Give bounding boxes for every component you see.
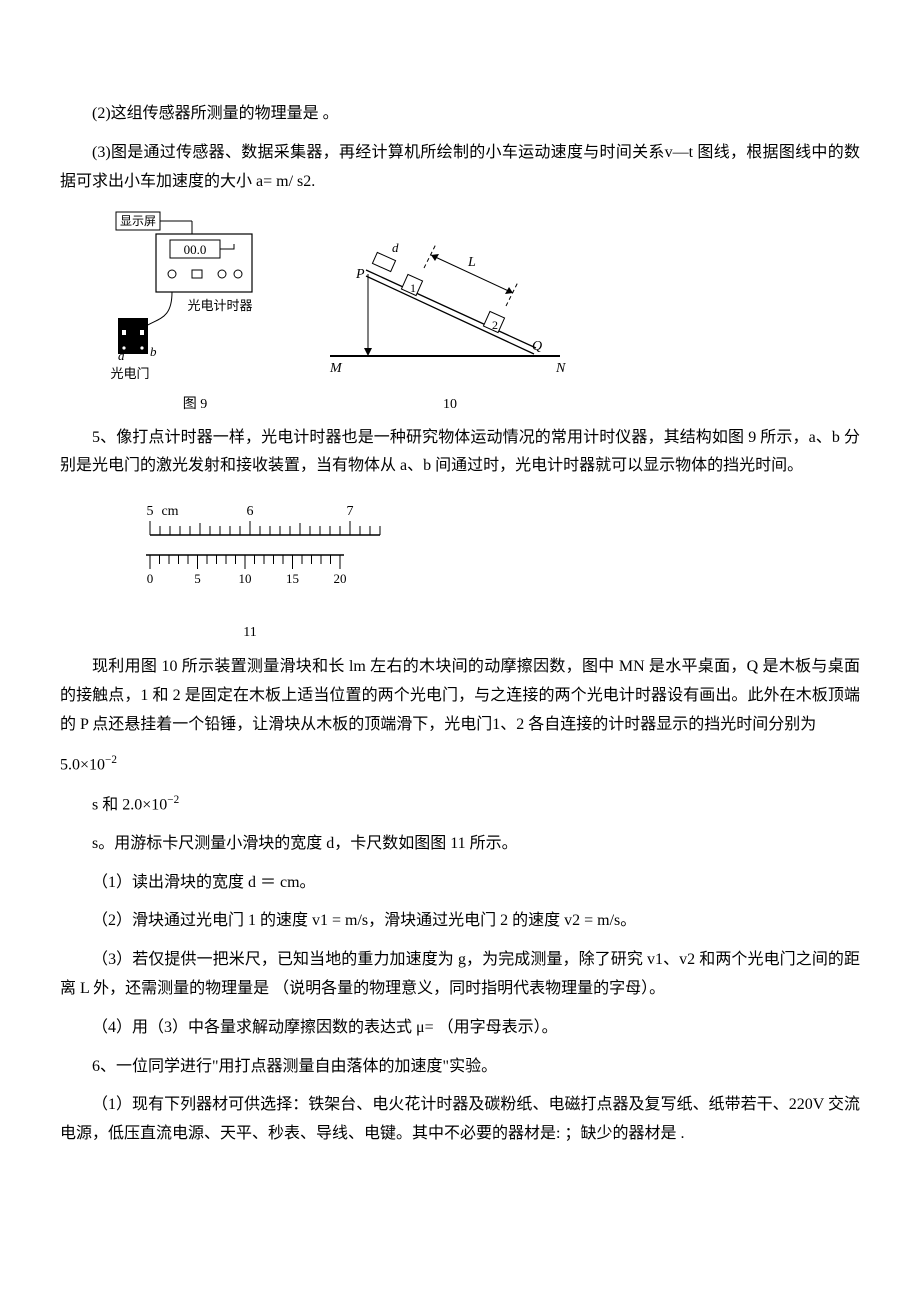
svg-text:光电门: 光电门	[110, 366, 149, 381]
figure-10: M N P Q 1 2 d L	[320, 228, 580, 417]
paragraph-4b: 5.0×10−2	[60, 750, 860, 780]
exp-1: −2	[105, 754, 117, 766]
svg-text:N: N	[555, 361, 566, 376]
svg-text:L: L	[467, 255, 476, 270]
svg-text:7: 7	[347, 504, 354, 519]
value-t2: s 和 2.0×10	[92, 796, 167, 813]
svg-text:a: a	[118, 348, 125, 363]
question-1: （1）读出滑块的宽度 d ＝ cm。	[60, 869, 860, 898]
figure-10-svg: M N P Q 1 2 d L	[320, 228, 580, 388]
paragraph-6: 6、一位同学进行"用打点器测量自由落体的加速度"实验。	[60, 1053, 860, 1082]
paragraph-2: (2)这组传感器所测量的物理量是 。	[60, 100, 860, 129]
exp-2: −2	[167, 794, 179, 806]
svg-text:15: 15	[286, 571, 299, 586]
svg-text:0: 0	[147, 571, 154, 586]
svg-text:b: b	[150, 344, 157, 359]
paragraph-3: (3)图是通过传感器、数据采集器，再经计算机所绘制的小车运动速度与时间关系v—t…	[60, 139, 860, 197]
svg-text:6: 6	[247, 504, 254, 519]
figure-11: 5 cm 6 7 0 5 10 15 20 11	[120, 495, 860, 645]
question-3: （3）若仅提供一把米尺，已知当地的重力加速度为 g，为完成测量，除了研究 v1、…	[60, 946, 860, 1004]
svg-text:cm: cm	[161, 504, 178, 519]
svg-text:显示屏: 显示屏	[120, 214, 156, 228]
svg-text:10: 10	[239, 571, 252, 586]
svg-text:光电计时器: 光电计时器	[187, 298, 252, 313]
svg-text:5: 5	[194, 571, 201, 586]
svg-text:d: d	[392, 240, 399, 255]
svg-text:5: 5	[147, 504, 154, 519]
paragraph-5b: s。用游标卡尺测量小滑块的宽度 d，卡尺数如图图 11 所示。	[60, 830, 860, 859]
svg-text:Q: Q	[532, 339, 542, 354]
question-6-1: （1）现有下列器材可供选择：铁架台、电火花计时器及碳粉纸、电磁打点器及复写纸、纸…	[60, 1091, 860, 1149]
paragraph-4a: 现利用图 10 所示装置测量滑块和长 lm 左右的木块间的动摩擦因数，图中 MN…	[60, 653, 860, 739]
svg-text:2: 2	[492, 318, 498, 332]
svg-text:P: P	[355, 267, 365, 282]
figure-9-svg: 显示屏 00.0 光电计时器	[100, 208, 290, 388]
svg-text:1: 1	[410, 281, 416, 295]
figure-11-caption: 11	[120, 620, 380, 645]
figure-9-caption: 图 9	[183, 392, 208, 417]
figure-10-caption: 10	[443, 392, 457, 417]
question-4: （4）用（3）中各量求解动摩擦因数的表达式 μ= （用字母表示）。	[60, 1014, 860, 1043]
svg-text:00.0: 00.0	[184, 242, 207, 257]
paragraph-5: 5、像打点计时器一样，光电计时器也是一种研究物体运动情况的常用计时仪器，其结构如…	[60, 424, 860, 482]
figure-9: 显示屏 00.0 光电计时器	[100, 208, 290, 417]
svg-text:20: 20	[334, 571, 347, 586]
caliper-svg: 5 cm 6 7 0 5 10 15 20	[120, 495, 460, 605]
question-2: （2）滑块通过光电门 1 的速度 v1 = m/s，滑块通过光电门 2 的速度 …	[60, 907, 860, 936]
figures-row: 显示屏 00.0 光电计时器	[100, 208, 860, 417]
value-t1: 5.0×10	[60, 756, 105, 773]
svg-text:M: M	[329, 361, 343, 376]
paragraph-4c: s 和 2.0×10−2	[60, 790, 860, 820]
